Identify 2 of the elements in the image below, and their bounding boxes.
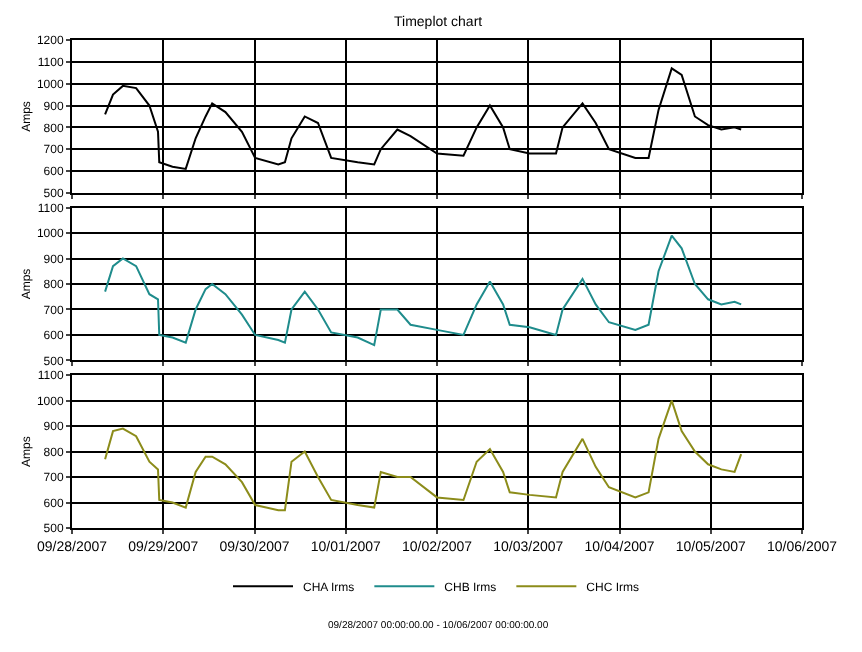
line-series — [104, 234, 743, 347]
line-series — [104, 399, 743, 512]
